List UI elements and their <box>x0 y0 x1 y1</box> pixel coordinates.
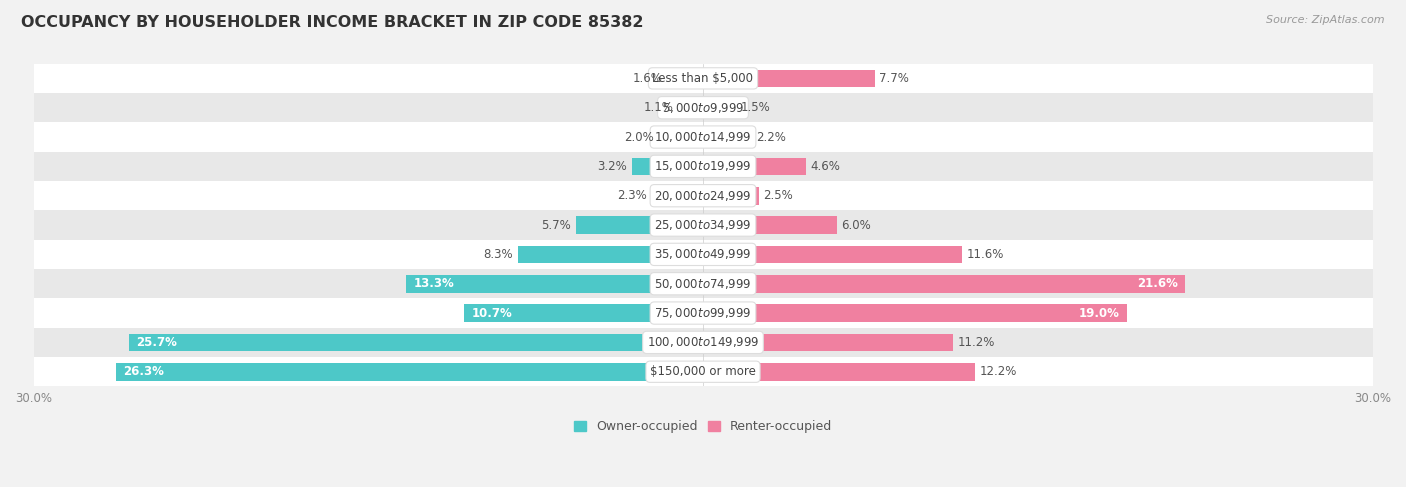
Text: 12.2%: 12.2% <box>980 365 1017 378</box>
Text: Source: ZipAtlas.com: Source: ZipAtlas.com <box>1267 15 1385 25</box>
Bar <box>703 99 737 116</box>
Bar <box>34 357 1372 386</box>
Text: 2.0%: 2.0% <box>624 131 654 144</box>
Text: 1.5%: 1.5% <box>741 101 770 114</box>
Bar <box>464 304 703 322</box>
Bar <box>703 216 837 234</box>
Bar <box>679 99 703 116</box>
Bar <box>703 363 976 380</box>
Text: 7.7%: 7.7% <box>879 72 910 85</box>
Bar <box>703 275 1185 293</box>
Bar <box>576 216 703 234</box>
Text: 2.2%: 2.2% <box>756 131 786 144</box>
Bar <box>117 363 703 380</box>
Text: $100,000 to $149,999: $100,000 to $149,999 <box>647 336 759 349</box>
Bar <box>703 304 1128 322</box>
Text: 21.6%: 21.6% <box>1137 277 1178 290</box>
Bar <box>406 275 703 293</box>
Text: 4.6%: 4.6% <box>810 160 839 173</box>
Text: 26.3%: 26.3% <box>124 365 165 378</box>
Text: 25.7%: 25.7% <box>136 336 177 349</box>
Bar <box>129 334 703 351</box>
Text: 19.0%: 19.0% <box>1078 306 1119 319</box>
Text: 8.3%: 8.3% <box>484 248 513 261</box>
Legend: Owner-occupied, Renter-occupied: Owner-occupied, Renter-occupied <box>568 415 838 438</box>
Text: $150,000 or more: $150,000 or more <box>650 365 756 378</box>
Bar <box>34 269 1372 299</box>
Bar <box>517 245 703 263</box>
Text: 11.6%: 11.6% <box>966 248 1004 261</box>
Text: 3.2%: 3.2% <box>598 160 627 173</box>
Text: 6.0%: 6.0% <box>841 219 872 231</box>
Bar <box>703 187 759 205</box>
Text: $10,000 to $14,999: $10,000 to $14,999 <box>654 130 752 144</box>
Bar <box>703 334 953 351</box>
Bar <box>34 64 1372 93</box>
Text: OCCUPANCY BY HOUSEHOLDER INCOME BRACKET IN ZIP CODE 85382: OCCUPANCY BY HOUSEHOLDER INCOME BRACKET … <box>21 15 644 30</box>
Text: $25,000 to $34,999: $25,000 to $34,999 <box>654 218 752 232</box>
Bar <box>34 210 1372 240</box>
Text: 13.3%: 13.3% <box>413 277 454 290</box>
Text: $50,000 to $74,999: $50,000 to $74,999 <box>654 277 752 291</box>
Bar <box>703 128 752 146</box>
Bar <box>34 122 1372 152</box>
Bar <box>34 240 1372 269</box>
Text: 1.1%: 1.1% <box>644 101 673 114</box>
Text: 1.6%: 1.6% <box>633 72 662 85</box>
Bar <box>651 187 703 205</box>
Text: $35,000 to $49,999: $35,000 to $49,999 <box>654 247 752 262</box>
Text: 2.3%: 2.3% <box>617 189 647 202</box>
Bar <box>34 328 1372 357</box>
Bar <box>703 70 875 87</box>
Text: 5.7%: 5.7% <box>541 219 571 231</box>
Bar <box>703 245 962 263</box>
Text: $75,000 to $99,999: $75,000 to $99,999 <box>654 306 752 320</box>
Text: 11.2%: 11.2% <box>957 336 995 349</box>
Text: $20,000 to $24,999: $20,000 to $24,999 <box>654 189 752 203</box>
Bar <box>34 152 1372 181</box>
Bar <box>703 158 806 175</box>
Bar <box>658 128 703 146</box>
Bar <box>631 158 703 175</box>
Text: 10.7%: 10.7% <box>471 306 512 319</box>
Bar <box>34 93 1372 122</box>
Text: 2.5%: 2.5% <box>763 189 793 202</box>
Bar <box>34 181 1372 210</box>
Text: $5,000 to $9,999: $5,000 to $9,999 <box>662 101 744 115</box>
Bar <box>34 299 1372 328</box>
Text: $15,000 to $19,999: $15,000 to $19,999 <box>654 159 752 173</box>
Text: Less than $5,000: Less than $5,000 <box>652 72 754 85</box>
Bar <box>668 70 703 87</box>
